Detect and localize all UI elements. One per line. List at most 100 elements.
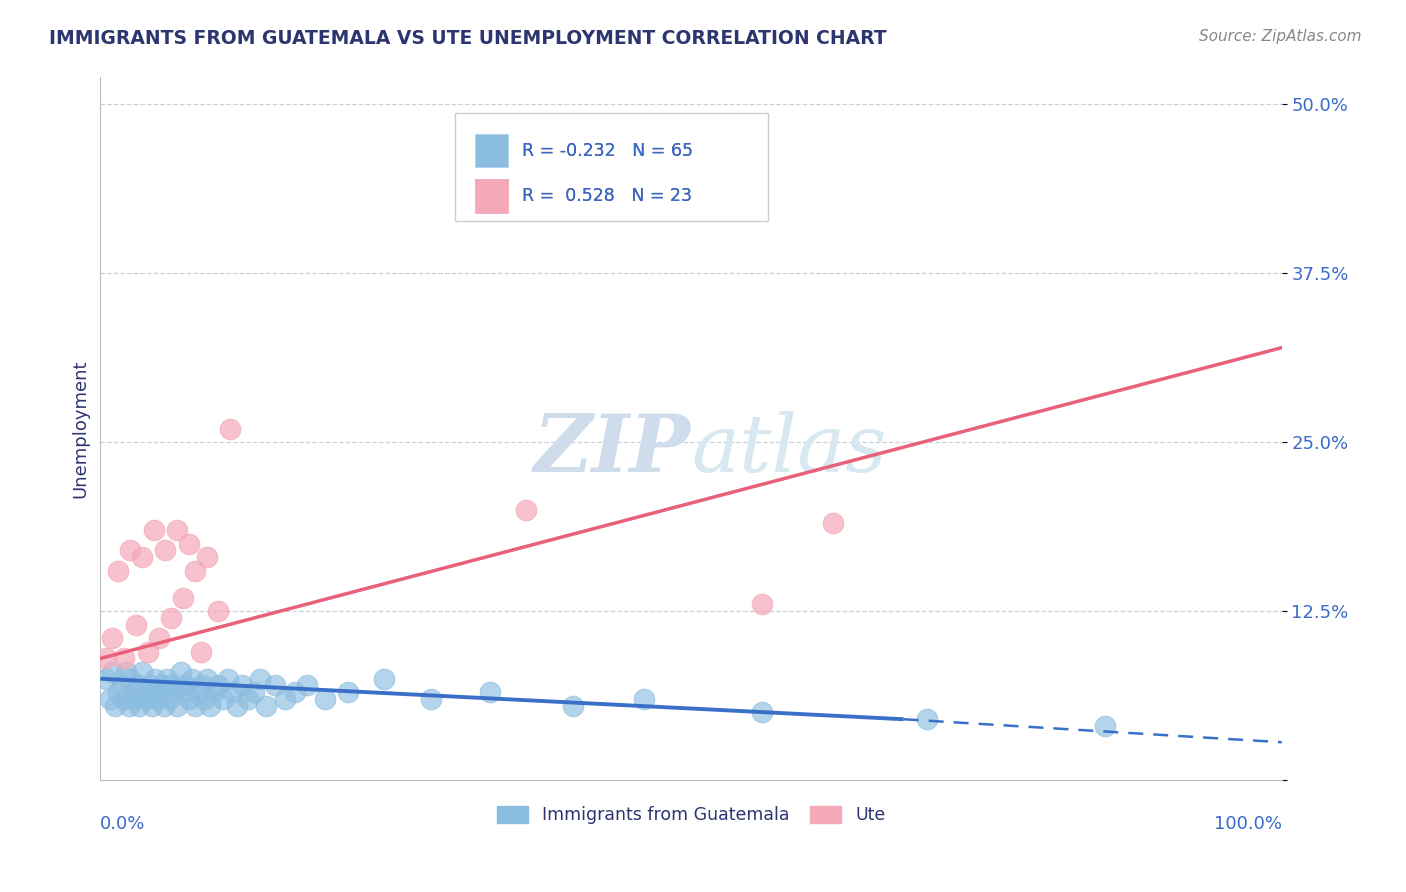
Text: ZIP: ZIP: [534, 411, 690, 489]
Point: [148, 631, 170, 645]
Point: [177, 692, 200, 706]
Point: [150, 678, 173, 692]
Point: [174, 678, 197, 692]
Y-axis label: Unemployment: Unemployment: [72, 359, 89, 498]
Point: [219, 422, 242, 436]
Point: [264, 678, 287, 692]
Point: [181, 672, 204, 686]
Point: [177, 536, 200, 550]
Point: [172, 591, 194, 605]
Point: [162, 685, 184, 699]
Point: [118, 543, 141, 558]
Point: [200, 698, 222, 713]
Point: [142, 523, 165, 537]
Bar: [475, 134, 508, 168]
Text: R = -0.232   N = 65: R = -0.232 N = 65: [522, 142, 693, 160]
Point: [157, 692, 180, 706]
Point: [141, 698, 163, 713]
Point: [101, 665, 124, 679]
Text: R =  0.528   N = 23: R = 0.528 N = 23: [522, 187, 692, 205]
Point: [118, 698, 141, 713]
Point: [118, 672, 141, 686]
Text: atlas: atlas: [690, 411, 886, 489]
Point: [254, 698, 277, 713]
Point: [101, 631, 124, 645]
Point: [125, 685, 148, 699]
Point: [561, 698, 583, 713]
Point: [337, 685, 360, 699]
Text: Source: ZipAtlas.com: Source: ZipAtlas.com: [1198, 29, 1361, 45]
Point: [295, 678, 318, 692]
Point: [226, 698, 249, 713]
Point: [479, 685, 502, 699]
Point: [136, 645, 159, 659]
Point: [166, 698, 188, 713]
Point: [273, 692, 295, 706]
Point: [160, 611, 183, 625]
Point: [373, 672, 395, 686]
FancyBboxPatch shape: [454, 112, 768, 221]
Point: [96, 651, 118, 665]
Point: [231, 678, 253, 692]
Point: [139, 678, 162, 692]
Point: [131, 550, 153, 565]
Point: [420, 692, 443, 706]
Point: [212, 692, 235, 706]
Point: [134, 692, 156, 706]
Point: [96, 672, 118, 686]
Point: [160, 678, 183, 692]
Point: [143, 672, 166, 686]
Point: [184, 564, 207, 578]
Text: R = -0.232   N = 65: R = -0.232 N = 65: [522, 142, 693, 160]
Text: R =  0.528   N = 23: R = 0.528 N = 23: [522, 187, 692, 205]
Point: [284, 685, 307, 699]
Point: [166, 523, 188, 537]
Point: [112, 651, 135, 665]
Point: [243, 685, 266, 699]
Point: [122, 692, 145, 706]
Point: [98, 692, 121, 706]
Point: [249, 672, 271, 686]
Point: [146, 692, 169, 706]
Point: [115, 665, 138, 679]
Point: [195, 550, 218, 565]
Point: [1094, 719, 1116, 733]
Point: [128, 698, 150, 713]
Point: [515, 503, 537, 517]
Point: [153, 698, 176, 713]
Point: [633, 692, 655, 706]
Point: [155, 672, 177, 686]
Point: [184, 698, 207, 713]
Point: [236, 692, 259, 706]
Point: [751, 598, 773, 612]
Point: [917, 712, 939, 726]
Point: [170, 665, 193, 679]
Point: [131, 665, 153, 679]
Point: [148, 685, 170, 699]
Point: [207, 604, 229, 618]
Point: [103, 698, 125, 713]
Point: [110, 678, 132, 692]
Point: [112, 692, 135, 706]
Point: [187, 685, 209, 699]
Legend: Immigrants from Guatemala, Ute: Immigrants from Guatemala, Ute: [496, 805, 886, 824]
Text: 0.0%: 0.0%: [100, 815, 146, 833]
Point: [190, 645, 212, 659]
Point: [136, 685, 159, 699]
Point: [217, 672, 239, 686]
Point: [155, 543, 177, 558]
Point: [221, 685, 243, 699]
Text: 100.0%: 100.0%: [1213, 815, 1282, 833]
Point: [127, 678, 149, 692]
Point: [821, 516, 844, 531]
Point: [191, 678, 214, 692]
Point: [314, 692, 336, 706]
Text: IMMIGRANTS FROM GUATEMALA VS UTE UNEMPLOYMENT CORRELATION CHART: IMMIGRANTS FROM GUATEMALA VS UTE UNEMPLO…: [49, 29, 887, 48]
Point: [125, 617, 148, 632]
Point: [751, 706, 773, 720]
Point: [195, 672, 218, 686]
Point: [107, 685, 129, 699]
Point: [172, 685, 194, 699]
Point: [202, 685, 225, 699]
Point: [193, 692, 215, 706]
